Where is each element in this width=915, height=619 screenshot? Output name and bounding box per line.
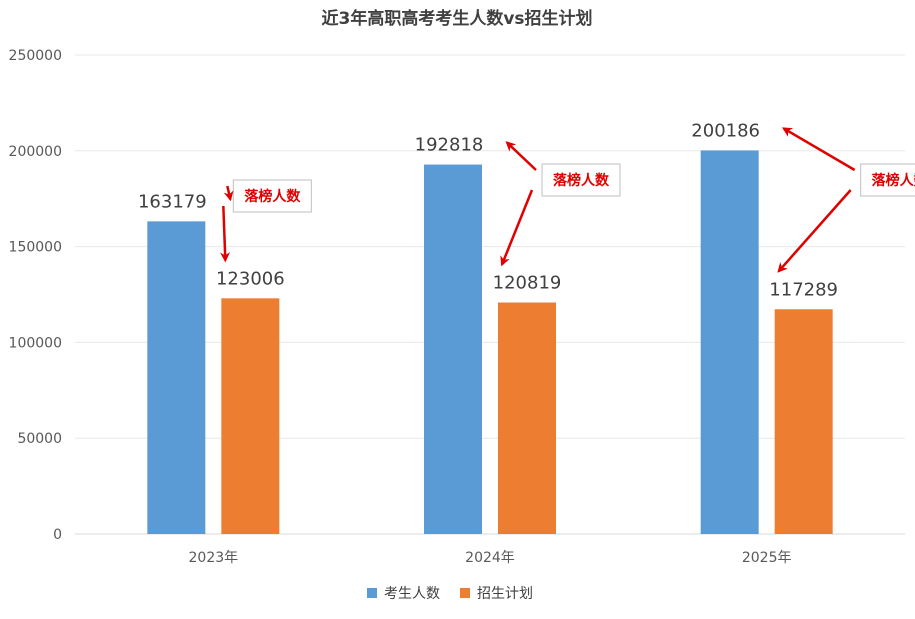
legend-swatch	[367, 588, 377, 598]
legend-label: 招生计划	[477, 586, 533, 602]
y-tick-label: 50000	[17, 431, 62, 447]
bar-enrollment-plan	[221, 298, 280, 534]
data-label: 163179	[138, 191, 207, 212]
bar-enrollment-plan	[774, 309, 833, 534]
y-tick-label: 0	[53, 527, 62, 543]
callout-box	[541, 163, 621, 197]
x-category-label: 2023年	[189, 550, 239, 566]
bar-candidates	[424, 164, 482, 534]
data-label: 123006	[216, 268, 285, 289]
data-label: 120819	[493, 273, 562, 294]
bar-enrollment-plan	[498, 302, 556, 534]
callout-arrow	[505, 141, 537, 171]
legend-swatch	[460, 588, 470, 598]
x-category-label: 2025年	[742, 550, 792, 566]
callout-box	[860, 163, 915, 197]
x-axis-categories: 2023年 2024年 2025年	[189, 550, 792, 566]
bar-candidates	[700, 150, 759, 535]
callouts: 落榜人数落榜人数落榜人数	[220, 127, 915, 273]
callout-arrow	[220, 205, 231, 263]
legend-label: 考生人数	[384, 586, 440, 602]
y-tick-label: 200000	[9, 144, 62, 160]
y-tick-label: 100000	[9, 335, 62, 351]
data-label: 192818	[415, 135, 484, 156]
legend: 考生人数 招生计划	[367, 586, 533, 602]
chart-title: 近3年高职高考考生人数vs招生计划	[321, 8, 592, 29]
bars	[147, 150, 833, 535]
callout-label: 落榜人数	[244, 188, 301, 205]
y-tick-label: 150000	[9, 240, 62, 256]
callout-label: 落榜人数	[553, 172, 610, 189]
y-tick-label: 250000	[9, 48, 62, 64]
callout-arrow	[777, 189, 852, 273]
callout-arrow	[500, 189, 534, 267]
x-category-label: 2024年	[465, 550, 515, 566]
y-axis-ticks: 0 50000 100000 150000 200000 250000	[9, 48, 62, 543]
gridlines	[75, 54, 905, 535]
callout-arrow	[223, 185, 234, 202]
data-label: 117289	[769, 279, 838, 300]
data-label: 200186	[691, 120, 760, 141]
data-labels: 163179 123006 192818 120819 200186 117289	[138, 120, 838, 300]
bar-candidates	[147, 221, 206, 534]
callout-arrow	[781, 127, 856, 172]
callout-box	[232, 179, 312, 213]
callout-label: 落榜人数	[872, 172, 915, 189]
